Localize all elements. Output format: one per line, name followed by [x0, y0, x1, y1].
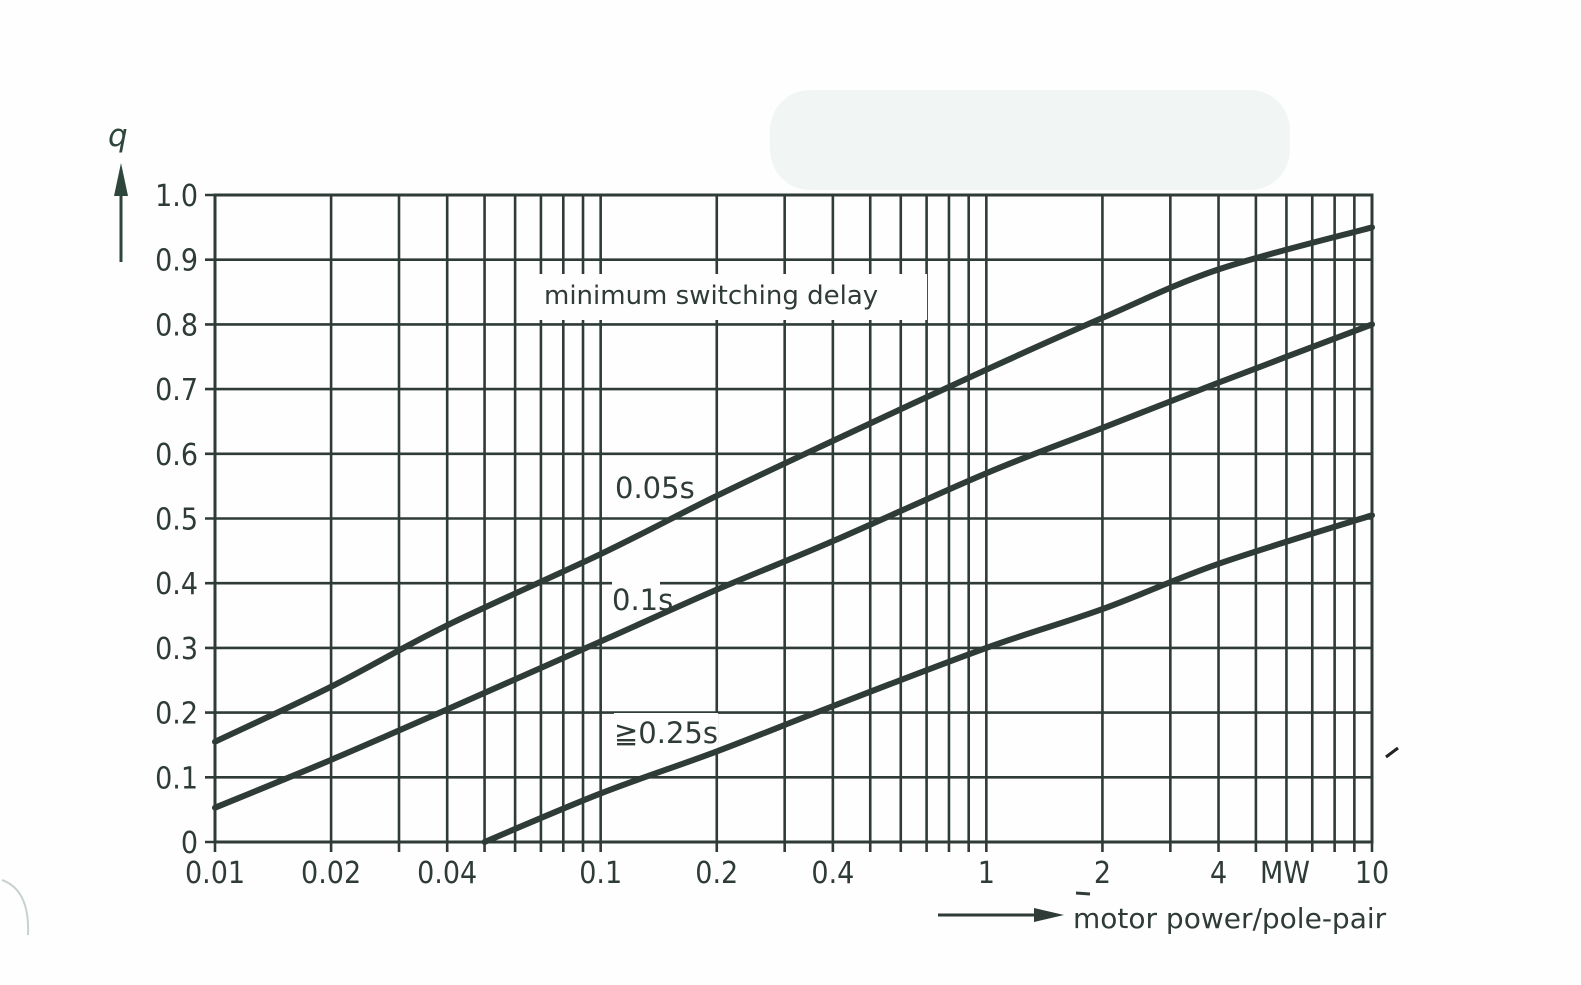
x-tick-label: 1 — [978, 856, 995, 891]
curve-label-mask — [614, 713, 718, 749]
annotation-minimum-switching-delay: minimum switching delay — [544, 281, 878, 311]
scan-arc — [1, 879, 30, 936]
x-tick-label: 0.2 — [695, 856, 738, 891]
y-tick-label: 0 — [181, 826, 198, 861]
curve-label-mask — [612, 580, 660, 616]
x-tick-label: 0.1 — [579, 856, 622, 891]
y-tick-label: 0.1 — [155, 761, 198, 796]
y-tick-label: 0.9 — [155, 244, 198, 279]
y-tick-label: 0.8 — [155, 308, 198, 343]
annotation-box — [533, 274, 927, 320]
x-tick-label: 0.01 — [185, 856, 245, 891]
y-tick-label: 0.7 — [155, 373, 198, 408]
curve-series-0 — [212, 224, 1375, 745]
curve-label-0-1s: 0.1s — [612, 583, 673, 617]
stray-mark — [1385, 746, 1399, 759]
x-tick-label: 0.02 — [301, 856, 361, 891]
y-tick-label: 0.5 — [155, 503, 198, 538]
curve-label-0-05s: 0.05s — [615, 471, 695, 505]
x-tick-label: 0.4 — [811, 856, 854, 891]
x-tick-label: 0.04 — [417, 856, 477, 891]
y-tick-label: 0.2 — [155, 697, 198, 732]
x-axis-tick-labels: 0.01 0.02 0.04 0.1 0.2 0.4 1 2 4 10 — [185, 856, 1389, 891]
y-tick-label: 0.3 — [155, 632, 198, 667]
y-axis-arrow-icon — [114, 163, 128, 262]
y-tick-label: 0.6 — [155, 438, 198, 473]
x-axis-arrow-icon — [938, 908, 1064, 922]
x-tick-label: 2 — [1094, 856, 1111, 891]
x-axis-unit: MW — [1260, 856, 1310, 891]
y-axis-tick-labels: 0 0.1 0.2 0.3 0.4 0.5 0.6 0.7 0.8 0.9 1.0 — [155, 179, 198, 861]
curve-label-mask — [612, 468, 694, 504]
curve-series-2 — [481, 512, 1375, 845]
x-tick-label: 4 — [1210, 856, 1227, 891]
stray-mark — [1075, 891, 1091, 896]
y-tick-label: 1.0 — [155, 179, 198, 214]
y-tick-label: 0.4 — [155, 567, 198, 602]
curve-label-0-25s: ≧0.25s — [614, 716, 718, 750]
curves — [212, 224, 1375, 845]
y-axis-label-q: q — [108, 118, 128, 154]
x-tick-label: 10 — [1355, 856, 1389, 891]
x-axis-title: motor power/pole-pair — [1073, 902, 1387, 935]
plot-frame — [213, 193, 1374, 844]
scan-smudge — [770, 90, 1290, 190]
curve-series-1 — [212, 321, 1375, 811]
